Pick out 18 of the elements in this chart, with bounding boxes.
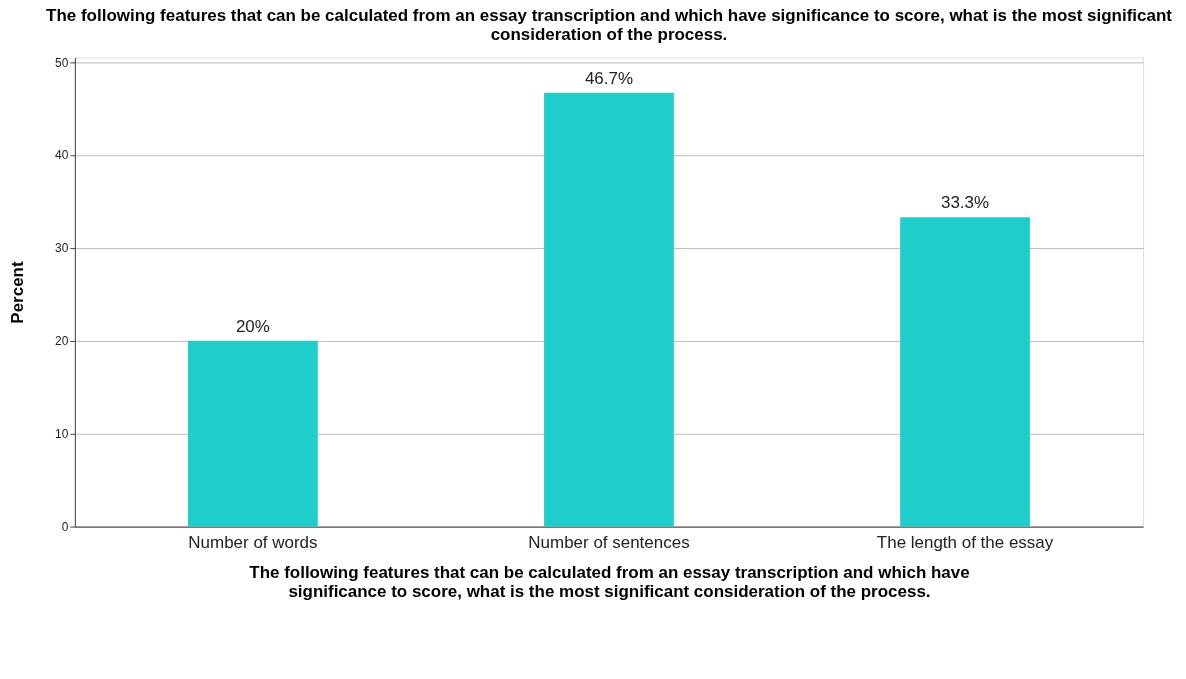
bar (188, 340, 318, 527)
y-axis-title: Percent (8, 261, 28, 324)
y-tick-label: 0 (61, 520, 69, 535)
data-label: 33.3% (940, 193, 990, 213)
y-tick-label: 30 (55, 241, 69, 256)
data-label: 20% (235, 316, 270, 336)
x-tick-label: Number of words (188, 533, 318, 553)
data-label: 46.7% (584, 68, 634, 88)
bar (544, 92, 674, 527)
x-tick-label: The length of the essay (876, 533, 1054, 553)
y-tick-label: 20 (55, 334, 69, 349)
y-tick-label: 50 (55, 55, 69, 70)
bar (900, 217, 1030, 527)
y-tick-label: 10 (55, 427, 69, 442)
x-axis-title: The following features that can be calculated from an essay transcription and which have significance to score, what is the most significant consideration of the process. (249, 563, 970, 601)
y-tick-label: 40 (55, 148, 69, 163)
x-tick-label: Number of sentences (528, 533, 690, 553)
chart-title: The following features that can be calculated from an essay transcription and which have significance to score, what is the most significant consideration of the process. (46, 6, 1173, 45)
